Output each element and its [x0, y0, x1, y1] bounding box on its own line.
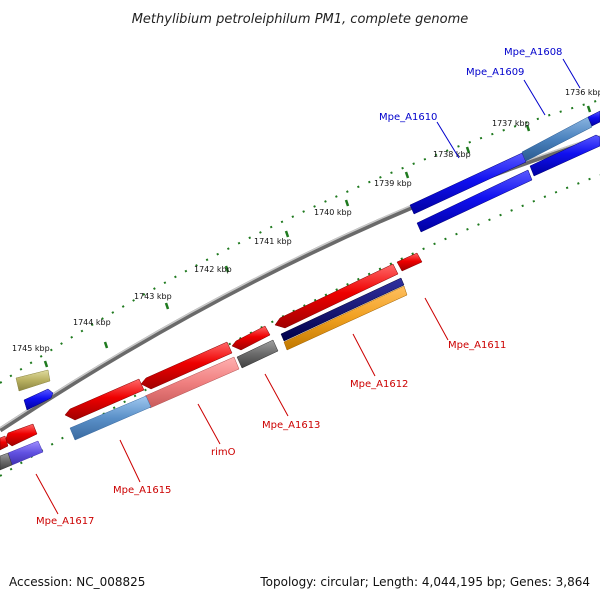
- gene-mpe-a1610[interactable]: [409, 152, 527, 215]
- gene-mpe-a1612-navy[interactable]: [280, 277, 405, 342]
- gene-label-mpe-a1612[interactable]: Mpe_A1612: [350, 379, 408, 390]
- major-tick: [103, 341, 109, 349]
- tick-label: 1738 kbp: [433, 150, 471, 159]
- major-tick: [525, 124, 531, 132]
- gene-label-mpe-a1611[interactable]: Mpe_A1611: [448, 340, 506, 351]
- gene-label-mpe-a1617[interactable]: Mpe_A1617: [36, 516, 94, 527]
- tick-label: 1736 kbp: [565, 88, 600, 97]
- major-tick: [344, 199, 350, 207]
- gene-mpe-a1609-domain[interactable]: [529, 134, 600, 177]
- gene-label-mpe-a1615[interactable]: Mpe_A1615: [113, 485, 171, 496]
- gene-left-forward[interactable]: [23, 388, 54, 411]
- gene-mpe-a1611[interactable]: [396, 252, 423, 272]
- leader-line: [424, 297, 449, 341]
- major-tick: [465, 146, 471, 154]
- reverse-gene-labels: Mpe_A1611 Mpe_A1612 Mpe_A1613 rimO Mpe_A…: [35, 297, 506, 527]
- leader-line: [119, 439, 141, 483]
- leader-line: [436, 121, 460, 159]
- accession-text: Accession: NC_008825: [9, 575, 145, 589]
- gene-mpe-a1612[interactable]: [274, 263, 399, 329]
- gene-mpe-a1617[interactable]: [4, 423, 38, 447]
- leader-line: [523, 79, 546, 116]
- tick-label: 1743 kbp: [134, 292, 172, 301]
- reverse-strand-genes: [0, 252, 423, 471]
- gene-label-mpe-a1609[interactable]: Mpe_A1609: [466, 67, 524, 78]
- gene-left-olive[interactable]: [15, 369, 51, 392]
- tick-label: 1740 kbp: [314, 208, 352, 217]
- major-tick: [224, 265, 230, 273]
- gene-label-mpe-a1608[interactable]: Mpe_A1608: [504, 47, 562, 58]
- gene-mpe-a1613-gray[interactable]: [236, 339, 279, 369]
- gene-mpe-a1617-gray[interactable]: [0, 452, 13, 471]
- leader-line: [264, 373, 289, 417]
- outer-tick-ring: [0, 99, 600, 384]
- tick-label: 1744 kbp: [73, 318, 111, 327]
- leader-line: [562, 58, 581, 89]
- leader-line: [352, 333, 376, 377]
- gene-label-rimo[interactable]: rimO: [211, 447, 236, 458]
- forward-strand-genes: [15, 110, 600, 411]
- tick-label: 1745 kbp: [12, 344, 50, 353]
- major-tick: [404, 171, 410, 179]
- gene-edge-red[interactable]: [0, 435, 9, 451]
- gene-label-mpe-a1613[interactable]: Mpe_A1613: [262, 420, 320, 431]
- gene-label-mpe-a1610[interactable]: Mpe_A1610: [379, 112, 437, 123]
- major-tick: [284, 230, 290, 238]
- genome-summary-text: Topology: circular; Length: 4,044,195 bp…: [259, 575, 590, 589]
- tick-label: 1739 kbp: [374, 179, 412, 188]
- gene-mpe-a1615-steel[interactable]: [69, 395, 152, 441]
- leader-line: [35, 473, 59, 515]
- gene-mpe-a1615[interactable]: [64, 378, 145, 421]
- leader-line: [197, 403, 221, 445]
- gene-rimo[interactable]: [140, 341, 233, 390]
- tick-labels: 1736 kbp 1737 kbp 1738 kbp 1739 kbp 1740…: [12, 88, 600, 353]
- tick-label: 1737 kbp: [492, 119, 530, 128]
- major-ticks: [43, 105, 592, 368]
- gene-mpe-a1609[interactable]: [521, 116, 593, 162]
- forward-gene-labels: Mpe_A1608 Mpe_A1609 Mpe_A1610: [379, 47, 581, 159]
- gene-mpe-a1612-orange[interactable]: [283, 285, 408, 351]
- gene-mpe-a1610-domain[interactable]: [416, 169, 533, 233]
- map-title: Methylibium petroleiphilum PM1, complete…: [132, 12, 469, 27]
- gene-mpe-a1608[interactable]: [587, 110, 600, 127]
- major-tick: [164, 302, 170, 310]
- tick-label: 1742 kbp: [194, 265, 232, 274]
- gene-mpe-a1613[interactable]: [231, 325, 271, 351]
- tick-label: 1741 kbp: [254, 237, 292, 246]
- major-tick: [586, 105, 592, 113]
- major-tick: [43, 360, 49, 368]
